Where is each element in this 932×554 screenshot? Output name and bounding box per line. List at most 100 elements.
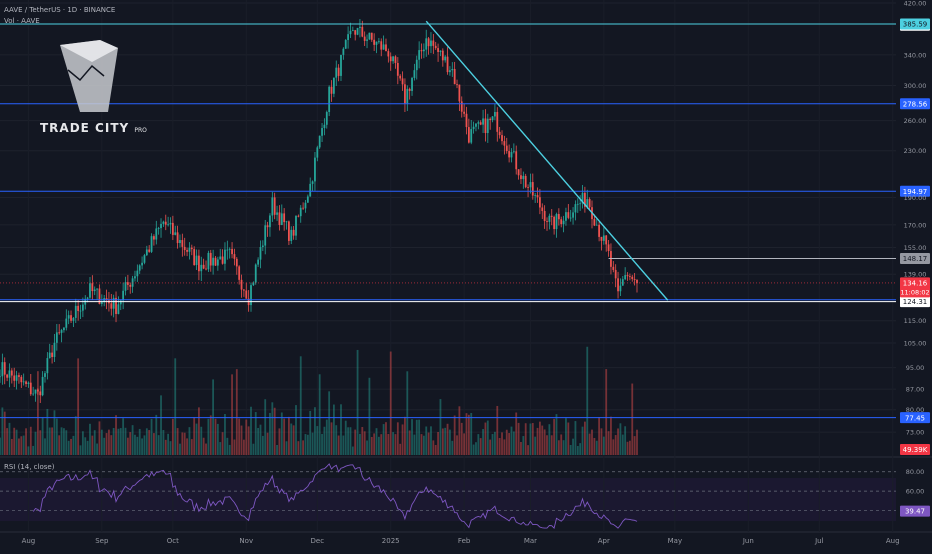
candle-body	[36, 389, 39, 392]
time-tick-label: Jul	[814, 537, 824, 545]
candle-body	[105, 298, 108, 301]
candle-body	[25, 381, 27, 385]
volume-bar	[41, 417, 44, 455]
volume-bar	[250, 406, 252, 455]
candle-body	[354, 30, 357, 35]
candle-body	[439, 50, 442, 52]
volume-bar	[195, 423, 198, 455]
volume-bar	[126, 437, 129, 455]
candle-body	[572, 212, 574, 218]
volume-bar	[273, 407, 276, 455]
candle-body	[86, 297, 89, 299]
candle-body	[51, 352, 53, 357]
volume-bar	[25, 428, 27, 455]
volume-bar	[8, 422, 11, 455]
volume-bar	[406, 371, 409, 455]
candle-body	[318, 135, 321, 148]
volume-bar	[243, 439, 245, 455]
candle-body	[89, 283, 91, 298]
volume-bar	[617, 428, 619, 455]
volume-bar	[529, 423, 532, 455]
volume-bar	[363, 431, 366, 455]
candle-body	[181, 240, 184, 247]
volume-bar	[29, 426, 32, 455]
volume-bar	[432, 440, 435, 455]
volume-bar	[6, 428, 9, 455]
volume-bar	[477, 434, 480, 455]
candle-body	[451, 68, 454, 71]
volume-bar	[70, 438, 72, 455]
volume-bar	[136, 436, 139, 455]
candle-body	[593, 219, 596, 226]
candle-body	[126, 282, 129, 285]
volume-bar	[316, 426, 319, 455]
volume-bar	[247, 426, 250, 455]
candle-body	[356, 27, 359, 35]
volume-bar	[77, 358, 80, 455]
volume-bar	[162, 429, 165, 455]
candle-body	[349, 30, 352, 35]
candle-body	[198, 255, 200, 272]
volume-bar	[572, 438, 574, 455]
candle-body	[515, 151, 518, 170]
candle-body	[377, 41, 380, 43]
candle-body	[498, 131, 501, 136]
candle-body	[221, 256, 224, 264]
candle-body	[411, 77, 413, 91]
price-tick-label: 95.00	[906, 364, 925, 372]
volume-bar	[171, 418, 174, 455]
candle-body	[119, 300, 122, 305]
volume-bar	[164, 439, 167, 455]
volume-bar	[226, 437, 229, 455]
candle-body	[396, 62, 399, 76]
volume-bar	[404, 416, 406, 455]
last-price-label: 134.16	[903, 280, 928, 288]
candle-body	[529, 182, 532, 188]
candle-body	[565, 212, 567, 221]
logo-suffix: PRO	[134, 127, 147, 134]
candle-body	[422, 49, 425, 52]
candle-body	[366, 39, 368, 41]
price-tick-label: 139.00	[904, 271, 927, 279]
volume-bar	[228, 444, 231, 455]
volume-bar	[553, 418, 556, 455]
candle-body	[131, 278, 134, 287]
volume-bar	[269, 412, 271, 455]
volume-bar	[157, 435, 160, 455]
candle-body	[48, 352, 51, 359]
candle-body	[633, 278, 636, 280]
volume-bar	[20, 436, 23, 455]
candle-body	[176, 232, 179, 244]
candle-body	[617, 278, 619, 292]
volume-bar	[560, 434, 563, 455]
candle-body	[1, 362, 4, 377]
volume-bar	[501, 432, 503, 455]
volume-bar	[174, 358, 177, 455]
candle-body	[72, 317, 75, 321]
volume-bar	[224, 414, 226, 455]
volume-bar	[517, 422, 520, 455]
volume-bar	[460, 422, 463, 455]
volume-bar	[508, 433, 511, 455]
candle-body	[110, 303, 113, 309]
candle-body	[420, 50, 423, 52]
volume-bar	[15, 429, 18, 455]
volume-bar	[283, 418, 286, 455]
volume-bar	[44, 438, 46, 455]
price-tick-label: 190.00	[904, 194, 927, 202]
candle-body	[219, 256, 222, 260]
volume-bar	[285, 441, 288, 455]
volume-bar	[420, 434, 423, 455]
volume-bar	[621, 434, 624, 455]
candle-body	[254, 264, 257, 283]
candle-body	[619, 285, 622, 292]
candle-body	[58, 332, 61, 334]
volume-bar	[321, 433, 323, 455]
volume-bar	[425, 426, 428, 455]
candle-body	[588, 199, 591, 208]
volume-bar	[546, 435, 548, 455]
price-tick-label: 115.00	[904, 317, 927, 325]
candle-body	[18, 375, 20, 377]
